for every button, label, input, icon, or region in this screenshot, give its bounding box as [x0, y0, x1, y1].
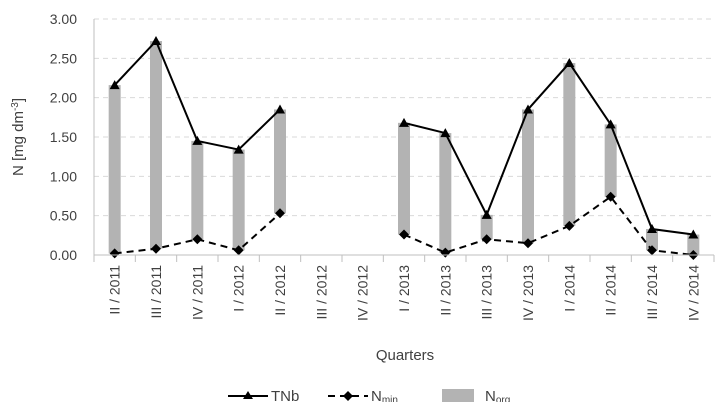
- x-tick-label: II / 2013: [437, 265, 453, 316]
- x-tick-label: I / 2014: [561, 265, 577, 312]
- y-tick-label: 0.00: [50, 247, 77, 263]
- y-tick-label: 1.50: [50, 129, 77, 145]
- nmin-marker: [192, 234, 203, 245]
- nmin-marker: [647, 245, 657, 256]
- y-tick-label: 2.50: [50, 50, 77, 66]
- y-axis-title-main: N [mg dm: [10, 111, 27, 176]
- nmin-marker: [109, 248, 120, 259]
- norg-bar: [646, 229, 658, 251]
- nmin-marker: [275, 208, 285, 219]
- x-tick-label: IV / 2014: [685, 265, 701, 321]
- x-tick-label: III / 2011: [148, 265, 164, 319]
- legend-nmin-main: N: [371, 388, 382, 402]
- legend: TNb Nmin Norg: [228, 388, 510, 402]
- x-tick-label: II / 2011: [107, 265, 123, 315]
- x-tick-label: II / 2014: [603, 265, 619, 316]
- x-axis-ticks: II / 2011 III / 2011 IV / 2011 I / 2012 II /…: [93, 255, 715, 321]
- tnb-marker: [523, 104, 533, 114]
- tnb-marker: [109, 80, 120, 90]
- nmin-marker: [481, 234, 492, 245]
- nmin-line: [114, 212, 281, 255]
- y-axis-title-sup: -3: [10, 102, 21, 111]
- legend-item-norg: Norg: [442, 388, 510, 402]
- series-markers: [109, 36, 699, 260]
- tnb-marker: [440, 128, 451, 138]
- legend-norg-label: Norg: [485, 388, 510, 402]
- norg-bar: [604, 124, 617, 197]
- norg-bars: [108, 41, 700, 255]
- legend-norg-main: N: [485, 388, 496, 402]
- tnb-line: [113, 39, 281, 151]
- tnb-marker: [233, 144, 244, 154]
- norg-bar: [522, 109, 534, 244]
- x-tick-label: I / 2013: [396, 265, 412, 312]
- x-tick-label: III / 2013: [479, 265, 495, 320]
- norg-bar: [480, 214, 493, 240]
- x-axis-title: Quarters: [376, 347, 434, 364]
- y-axis-title: N [mg dm-3]: [10, 98, 27, 176]
- norg-bar: [191, 140, 204, 240]
- tnb-marker: [151, 36, 161, 46]
- y-tick-label: 1.00: [50, 168, 77, 184]
- legend-tnb-marker: [243, 391, 253, 399]
- y-axis-title-end: ]: [10, 98, 27, 102]
- legend-tnb-label: TNb: [271, 388, 299, 402]
- nmin-marker: [564, 220, 575, 231]
- norg-bar: [563, 63, 576, 226]
- norg-bar: [108, 85, 121, 254]
- tnb-marker: [481, 209, 492, 219]
- norg-bar: [274, 109, 286, 214]
- tnb-marker: [647, 224, 657, 234]
- x-tick-label: IV / 2013: [520, 265, 536, 321]
- tnb-marker: [192, 135, 203, 145]
- legend-item-nmin: Nmin: [328, 388, 398, 402]
- legend-nmin-sub: min: [382, 395, 398, 402]
- legend-nmin-label: Nmin: [371, 388, 398, 402]
- legend-norg-swatch: [442, 389, 474, 402]
- y-tick-label: 2.00: [50, 90, 77, 106]
- x-tick-label: IV / 2012: [355, 265, 371, 321]
- tnb-marker: [605, 119, 616, 129]
- tnb-marker: [399, 117, 409, 127]
- norg-bar: [398, 122, 410, 235]
- x-tick-label: I / 2012: [231, 265, 247, 312]
- nmin-marker: [605, 191, 616, 202]
- tnb-line: [403, 61, 694, 236]
- x-tick-label: III / 2014: [644, 265, 660, 320]
- legend-norg-sub: org: [496, 395, 510, 402]
- x-tick-label: III / 2012: [313, 265, 329, 320]
- tnb-marker: [275, 104, 285, 114]
- nmin-line: [403, 195, 694, 256]
- nmin-marker: [523, 238, 533, 249]
- nmin-marker: [151, 243, 161, 254]
- legend-item-tnb: TNb: [228, 388, 299, 402]
- norg-bar: [439, 133, 452, 253]
- y-tick-label: 0.50: [50, 208, 77, 224]
- x-tick-label: IV / 2011: [189, 265, 205, 320]
- y-axis-ticks: 0.00 0.50 1.00 1.50 2.00 2.50 3.00: [50, 11, 77, 263]
- nmin-marker: [399, 229, 409, 240]
- nmin-marker: [440, 247, 451, 258]
- norg-bar: [232, 149, 245, 251]
- x-tick-label: II / 2012: [272, 265, 288, 316]
- nmin-marker: [233, 245, 244, 256]
- tnb-marker: [688, 229, 699, 239]
- legend-nmin-marker: [343, 391, 353, 401]
- y-tick-label: 3.00: [50, 11, 77, 27]
- norg-bar: [150, 41, 162, 249]
- norg-bar: [687, 234, 700, 255]
- tnb-marker: [564, 58, 575, 68]
